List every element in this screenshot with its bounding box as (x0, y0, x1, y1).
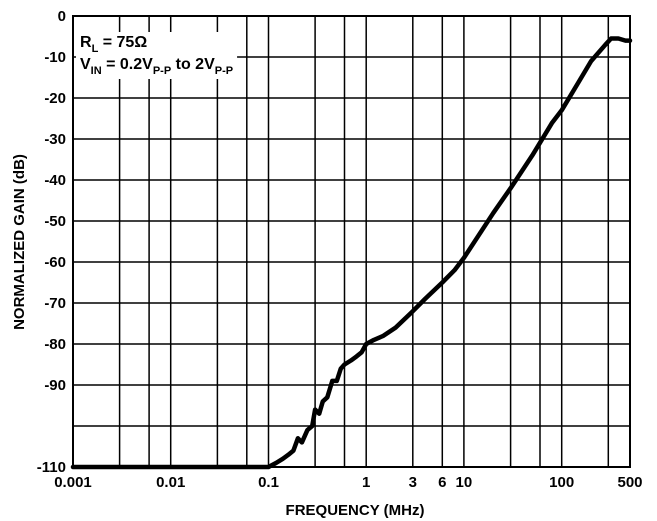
x-tick-label: 500 (617, 474, 642, 491)
y-tick-label: -80 (44, 336, 66, 353)
y-tick-label: -70 (44, 295, 66, 312)
y-tick-label: -50 (44, 213, 66, 230)
gain-curve (70, 36, 633, 470)
x-tick-label: 3 (409, 474, 417, 491)
y-tick-label: 0 (58, 8, 66, 25)
x-tick-label: 0.01 (156, 474, 185, 491)
x-tick-labels: 0.001 0.01 0.1 1 3 6 10 100 500 (54, 474, 642, 491)
input-voltage-label: VIN = 0.2VP-P to 2VP-P (80, 56, 233, 77)
x-tick-label: 1 (362, 474, 370, 491)
x-axis-title: FREQUENCY (MHz) (286, 502, 425, 519)
x-tick-label: 0.1 (258, 474, 279, 491)
y-axis-title: NORMALIZED GAIN (dB) (11, 154, 28, 330)
x-tick-label: 0.001 (54, 474, 92, 491)
y-tick-label: -40 (44, 172, 66, 189)
grid (73, 16, 630, 467)
y-tick-label: -110 (37, 459, 66, 476)
annotation-box: RL = 75Ω VIN = 0.2VP-P to 2VP-P (76, 32, 238, 79)
x-tick-label: 6 (438, 474, 446, 491)
y-tick-label: -60 (44, 254, 66, 271)
y-tick-label: -90 (44, 377, 66, 394)
x-tick-label: 10 (456, 474, 473, 491)
y-tick-label: -30 (44, 131, 66, 148)
y-tick-label: -20 (44, 90, 66, 107)
x-tick-label: 100 (549, 474, 574, 491)
plot-frame (72, 15, 631, 468)
load-resistance-label: RL = 75Ω (80, 34, 147, 55)
y-tick-labels: 0 -10 -20 -30 -40 -50 -60 -70 -80 -90 -110 (37, 8, 66, 476)
y-tick-label: -10 (44, 49, 66, 66)
